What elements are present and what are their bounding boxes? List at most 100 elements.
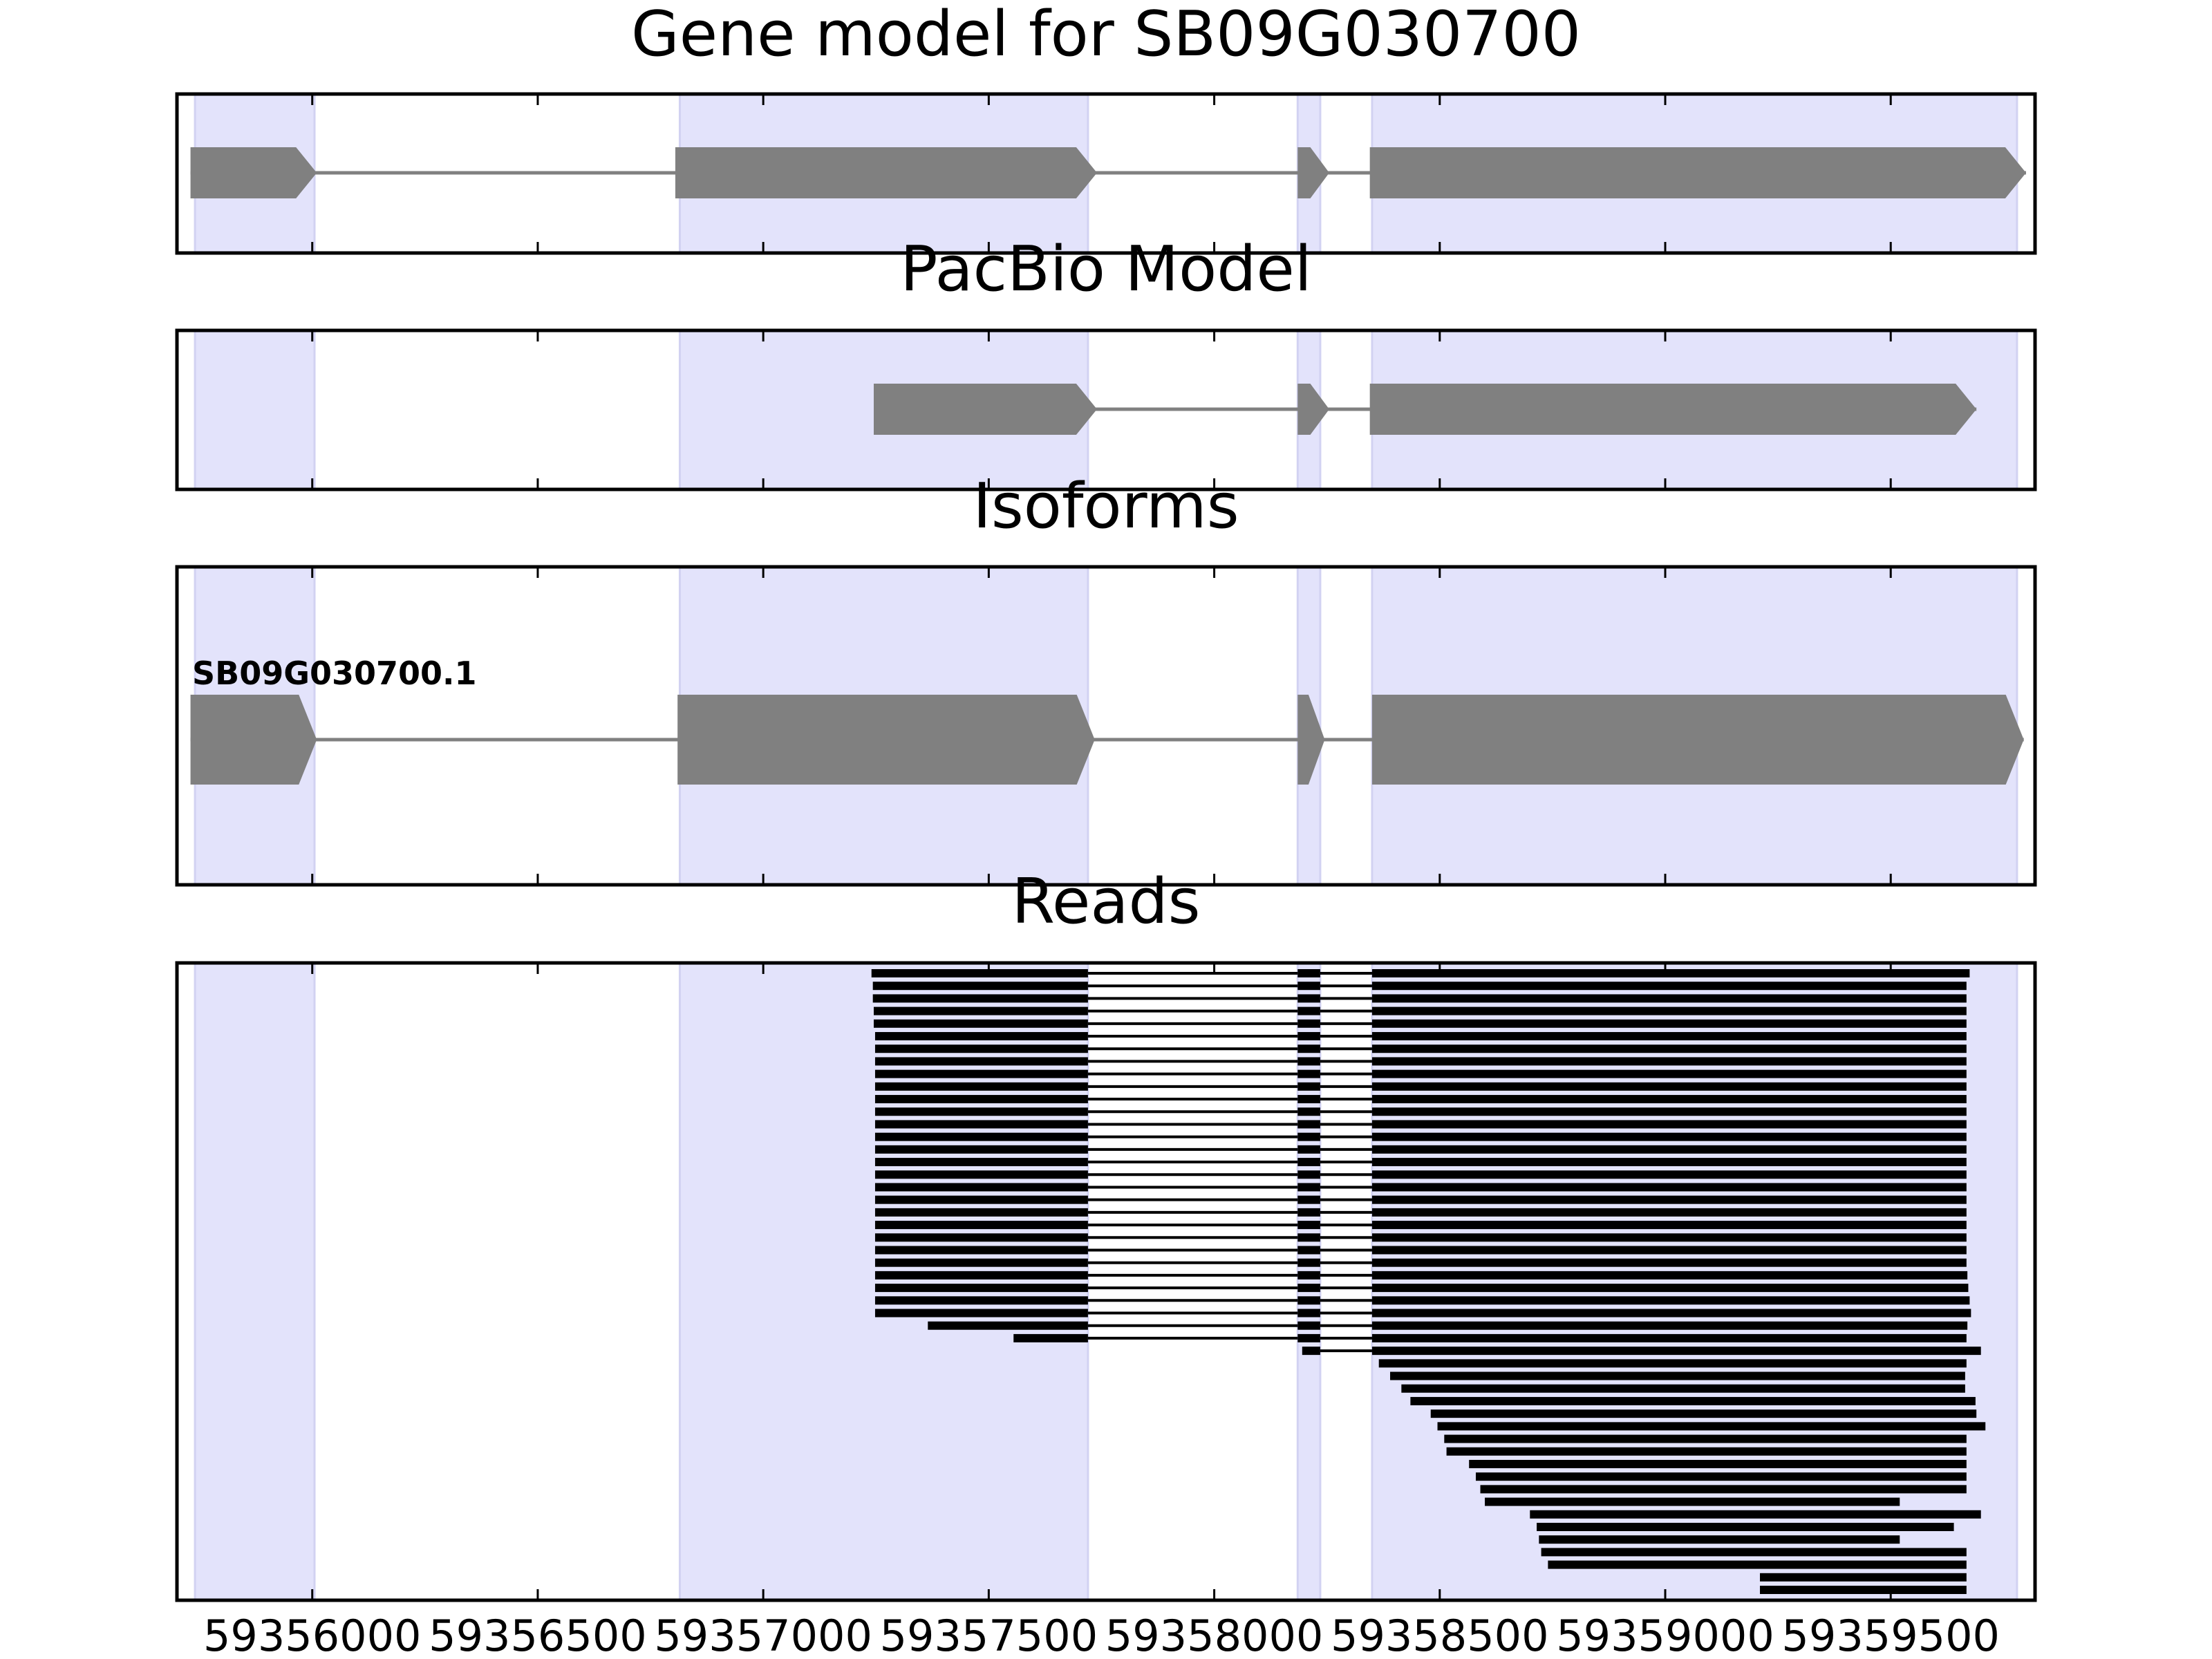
read-block	[1430, 1409, 1977, 1418]
read	[1430, 1409, 1977, 1418]
read	[874, 1057, 1967, 1066]
read-block	[1297, 1233, 1320, 1242]
read-block	[1760, 1573, 1967, 1582]
read	[874, 1309, 1971, 1318]
read-block	[1371, 1032, 1967, 1041]
read-block	[1371, 1107, 1967, 1116]
read-block	[1371, 1258, 1967, 1267]
read-block	[1371, 1296, 1970, 1305]
read	[874, 1082, 1967, 1091]
read	[1541, 1548, 1967, 1557]
read	[1537, 1522, 1954, 1531]
read-block	[874, 1069, 1088, 1078]
read-block	[874, 1284, 1088, 1293]
read	[1013, 1333, 1967, 1342]
read	[874, 1006, 1967, 1015]
read-block	[1371, 1082, 1967, 1091]
read-block	[1760, 1586, 1967, 1594]
read	[1437, 1422, 1986, 1431]
read-block	[1371, 1145, 1967, 1154]
read-block	[874, 1309, 1088, 1318]
read-block	[874, 1296, 1088, 1305]
read-block	[1297, 1145, 1320, 1154]
read-block	[1475, 1472, 1967, 1481]
read	[1760, 1586, 1967, 1594]
read-block	[1378, 1359, 1967, 1368]
panel-frame	[175, 92, 2037, 255]
exon-block	[190, 147, 317, 198]
read-block	[1541, 1548, 1967, 1557]
read-block	[1297, 1296, 1320, 1305]
read-block	[874, 1044, 1088, 1053]
read-block	[1537, 1522, 1954, 1531]
read-block	[1371, 1309, 1971, 1318]
read-block	[1371, 982, 1967, 991]
read	[874, 1170, 1967, 1179]
read-block	[1297, 1208, 1320, 1217]
read-block	[1297, 1284, 1320, 1293]
read-block	[874, 1271, 1088, 1280]
read	[874, 1145, 1967, 1154]
exon-block	[1297, 384, 1329, 435]
read-block	[874, 1082, 1088, 1091]
read-block	[1371, 1183, 1967, 1192]
exon-block	[675, 147, 1097, 198]
exon-block	[1371, 695, 2024, 785]
read-block	[874, 1032, 1088, 1041]
read-block	[874, 1057, 1088, 1066]
panel-frame	[175, 328, 2037, 491]
read-block	[1297, 1057, 1320, 1066]
highlight-region	[194, 329, 316, 491]
read-block	[1297, 1195, 1320, 1204]
read-block	[1485, 1497, 1900, 1506]
read-block	[1297, 1107, 1320, 1116]
read	[874, 1158, 1967, 1167]
read-block	[874, 1145, 1088, 1154]
read	[1469, 1459, 1967, 1468]
read-block	[1390, 1371, 1965, 1380]
read-block	[1371, 1233, 1967, 1242]
read	[1475, 1472, 1967, 1481]
read-block	[874, 1195, 1088, 1204]
read-block	[1371, 1158, 1967, 1167]
read	[1548, 1560, 1967, 1569]
read	[874, 1233, 1967, 1242]
x-tick-label: 59358500	[1331, 1611, 1549, 1659]
read	[874, 1183, 1967, 1192]
read-block	[1371, 1347, 1981, 1356]
read-block	[1371, 1170, 1967, 1179]
read	[1485, 1497, 1900, 1506]
read	[874, 1095, 1967, 1104]
read-block	[1539, 1535, 1900, 1544]
read-block	[1297, 1183, 1320, 1192]
read-block	[874, 1208, 1088, 1217]
read-block	[1371, 1120, 1967, 1129]
panel-title-reads: Reads	[1011, 865, 1200, 938]
read	[874, 1296, 1970, 1305]
read-block	[872, 994, 1088, 1003]
read-block	[871, 969, 1088, 977]
read	[1302, 1347, 1981, 1356]
read-block	[1297, 1309, 1320, 1318]
x-tick-label: 59357000	[654, 1611, 872, 1659]
read-block	[874, 1107, 1088, 1116]
read-block	[1297, 1006, 1320, 1015]
read-block	[1371, 1246, 1967, 1255]
read	[871, 969, 1970, 977]
read-block	[1297, 1019, 1320, 1028]
read-block	[874, 1258, 1088, 1267]
read-block	[874, 1221, 1088, 1230]
read-block	[874, 1170, 1088, 1179]
highlight-region	[194, 962, 316, 1602]
read	[874, 1120, 1967, 1129]
read	[874, 1032, 1967, 1041]
x-tick-label: 59358000	[1105, 1611, 1324, 1659]
read-block	[1297, 994, 1320, 1003]
exon-block	[1297, 147, 1329, 198]
read-block	[1371, 1221, 1967, 1230]
read	[928, 1321, 1968, 1330]
read-block	[1302, 1347, 1320, 1356]
read-block	[1371, 1057, 1967, 1066]
read-block	[1371, 1284, 1969, 1293]
